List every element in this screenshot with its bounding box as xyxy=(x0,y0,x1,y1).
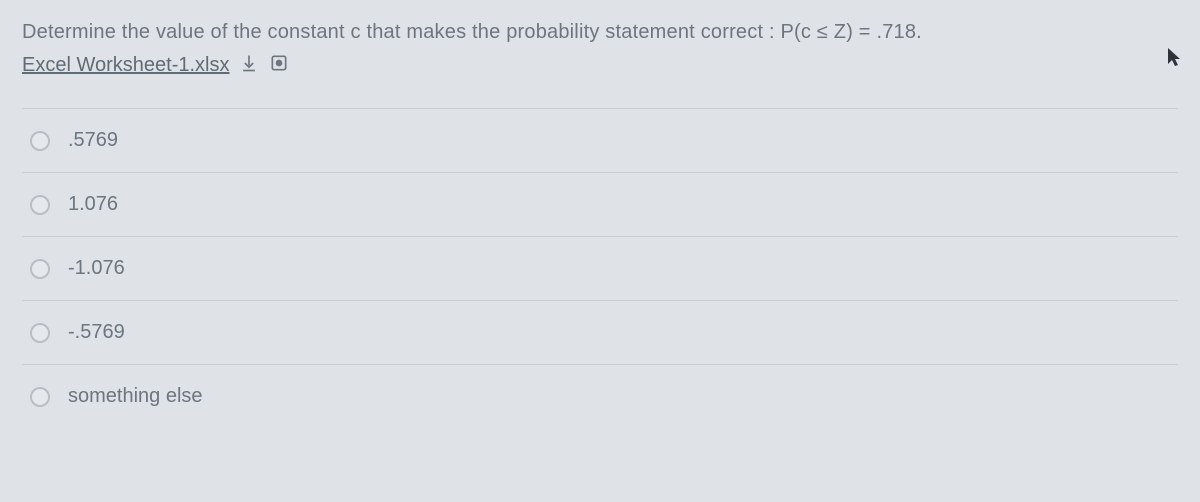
option-row[interactable]: -1.076 xyxy=(22,237,1178,301)
option-label: 1.076 xyxy=(68,193,118,216)
radio-icon[interactable] xyxy=(30,195,50,215)
option-row[interactable]: 1.076 xyxy=(22,173,1178,237)
option-label: .5769 xyxy=(68,129,118,152)
attachment-link[interactable]: Excel Worksheet-1.xlsx xyxy=(22,54,229,77)
radio-icon[interactable] xyxy=(30,259,50,279)
question-prompt: Determine the value of the constant c th… xyxy=(22,18,1178,47)
attachment-row: Excel Worksheet-1.xlsx xyxy=(22,53,1178,78)
download-icon[interactable] xyxy=(239,53,259,78)
radio-icon[interactable] xyxy=(30,131,50,151)
option-row[interactable]: something else xyxy=(22,365,1178,428)
radio-icon[interactable] xyxy=(30,387,50,407)
option-label: -1.076 xyxy=(68,257,125,280)
preview-icon[interactable] xyxy=(269,53,289,78)
option-row[interactable]: .5769 xyxy=(22,109,1178,173)
option-label: something else xyxy=(68,385,203,408)
radio-icon[interactable] xyxy=(30,323,50,343)
options-list: .5769 1.076 -1.076 -.5769 something else xyxy=(22,108,1178,428)
cursor-icon xyxy=(1166,46,1182,73)
option-label: -.5769 xyxy=(68,321,125,344)
option-row[interactable]: -.5769 xyxy=(22,301,1178,365)
